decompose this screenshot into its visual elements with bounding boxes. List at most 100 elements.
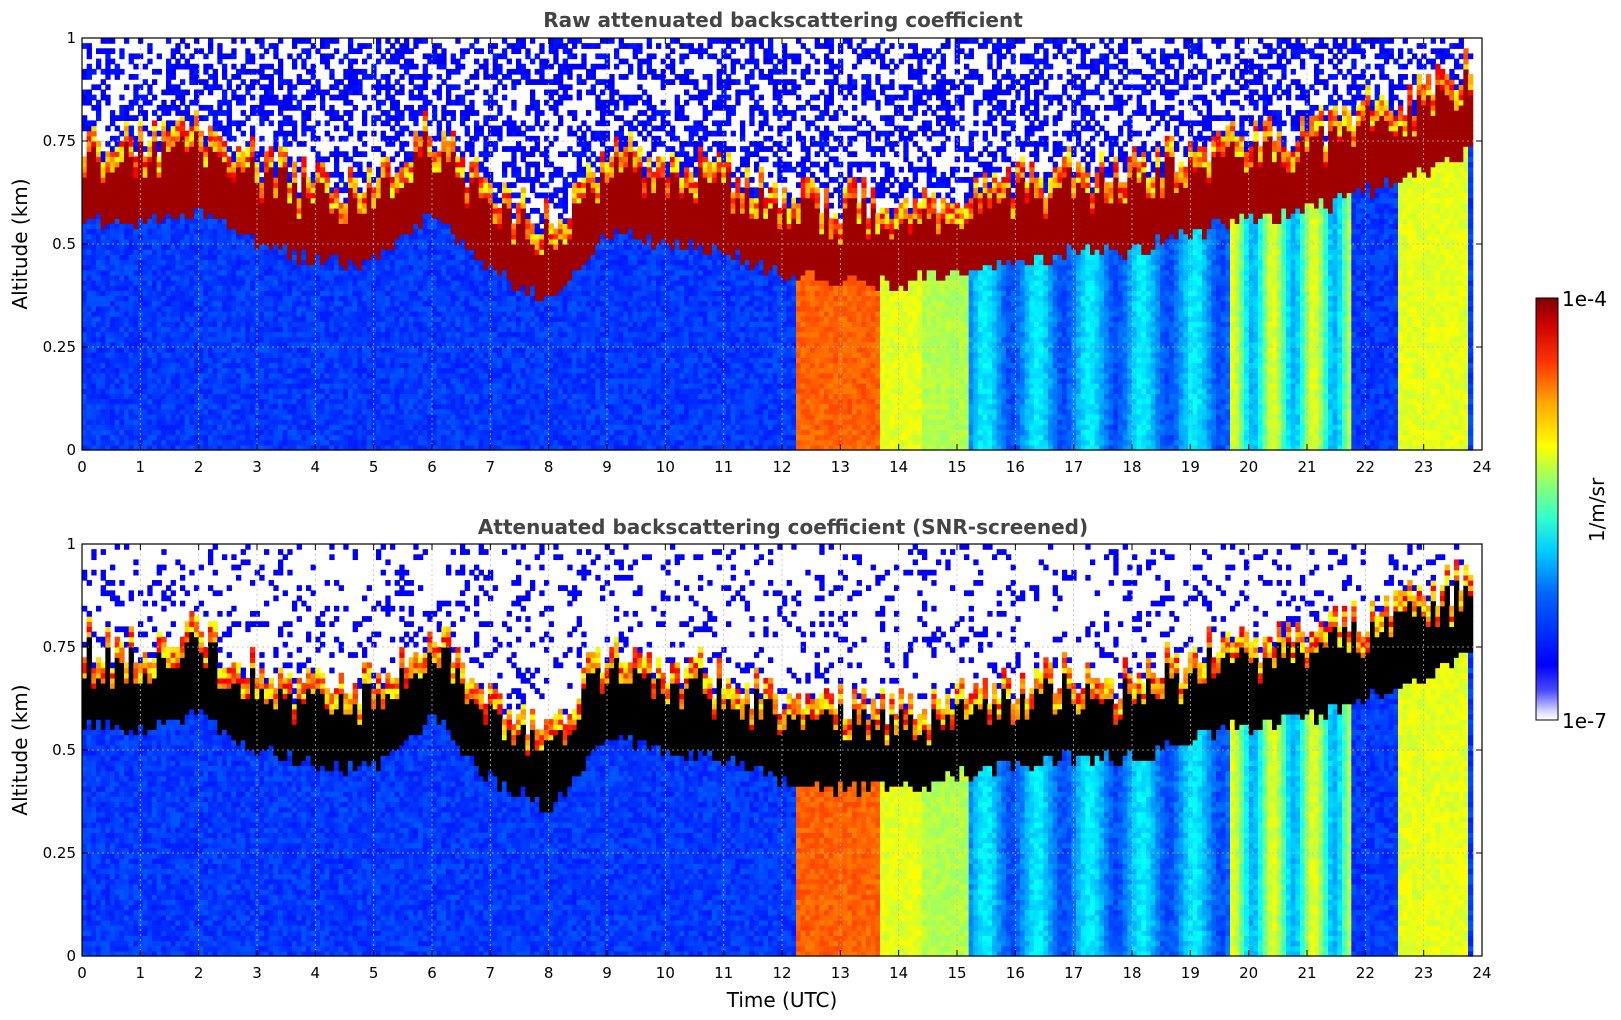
heatmap-cell [348,429,354,436]
heatmap-cell [250,233,256,240]
heatmap-cell [264,305,270,312]
heatmap-cell [418,130,424,137]
heatmap-cell [184,316,190,322]
heatmap-cell [156,115,162,121]
heatmap-cell [91,84,97,91]
heatmap-cell [320,408,326,415]
heatmap-cell [324,388,330,394]
heatmap-cell [180,233,186,240]
heatmap-cell [254,110,260,116]
heatmap-cell [399,202,405,209]
heatmap-cell [268,223,274,230]
heatmap-cell [320,269,326,276]
heatmap-cell [138,419,144,425]
heatmap-cell [203,182,209,188]
heatmap-cell [217,213,223,219]
heatmap-cell [194,259,200,266]
heatmap-cell [114,135,120,142]
heatmap-cell [147,429,153,436]
heatmap-cell [175,84,181,91]
heatmap-cell [114,244,120,250]
heatmap-cell [100,444,106,451]
heatmap-cell [278,362,284,369]
heatmap-cell [226,321,232,327]
heatmap-cell [240,244,246,250]
heatmap-cell [408,326,414,333]
heatmap-cell [194,280,200,286]
heatmap-cell [156,290,162,297]
heatmap-cell [86,187,92,194]
heatmap-cell [208,48,214,55]
heatmap-cell [390,233,396,240]
heatmap-cell [278,58,284,65]
heatmap-cell [170,84,176,91]
heatmap-cell [385,223,391,230]
heatmap-cell [408,259,414,266]
heatmap-cell [86,254,92,261]
heatmap-cell [96,444,102,451]
heatmap-cell [390,94,396,101]
heatmap-cell [329,269,335,276]
heatmap-cell [166,372,172,379]
heatmap-cell [306,38,312,44]
heatmap-cell [231,388,237,394]
heatmap-cell [385,213,391,219]
heatmap-cell [175,48,181,55]
heatmap-cell [310,130,316,137]
heatmap-cell [170,316,176,322]
heatmap-cell [282,182,288,188]
heatmap-cell [320,94,326,101]
heatmap-cell [105,280,111,286]
heatmap-cell [175,352,181,358]
heatmap-cell [264,244,270,250]
heatmap-cell [343,156,349,163]
heatmap-cell [296,197,302,204]
heatmap-cell [110,321,116,327]
heatmap-cell [91,146,97,152]
heatmap-cell [385,393,391,400]
heatmap-cell [119,223,125,230]
heatmap-cell [222,434,228,441]
heatmap-cell [320,439,326,446]
heatmap-cell [418,259,424,266]
heatmap-cell [306,419,312,425]
heatmap-cell [334,403,340,410]
heatmap-cell [240,218,246,224]
heatmap-cell [306,125,312,132]
heatmap-cell [180,213,186,219]
heatmap-cell [203,388,209,394]
heatmap-cell [301,419,307,425]
heatmap-cell [166,398,172,405]
heatmap-cell [133,269,139,276]
heatmap-cell [147,310,153,317]
heatmap-cell [147,413,153,420]
heatmap-cell [287,388,293,394]
heatmap-cell [86,151,92,158]
heatmap-cell [110,264,116,271]
heatmap-cell [226,161,232,168]
heatmap-cell [114,233,120,240]
heatmap-cell [357,398,363,405]
heatmap-cell [119,434,125,441]
heatmap-cell [184,197,190,204]
heatmap-cell [422,218,428,224]
heatmap-cell [110,207,116,214]
heatmap-cell [306,238,312,245]
heatmap-cell [292,357,298,364]
heatmap-cell [175,89,181,96]
heatmap-cell [399,264,405,271]
heatmap-cell [180,53,186,60]
heatmap-cell [189,74,195,80]
heatmap-cell [329,413,335,420]
heatmap-cell [114,336,120,343]
heatmap-cell [385,347,391,353]
heatmap-cell [105,238,111,245]
heatmap-cell [156,238,162,245]
heatmap-cell [334,146,340,152]
heatmap-cell [357,357,363,364]
heatmap-cell [385,352,391,358]
heatmap-cell [180,357,186,364]
heatmap-cell [222,244,228,250]
heatmap-cell [110,68,116,75]
heatmap-cell [138,439,144,446]
